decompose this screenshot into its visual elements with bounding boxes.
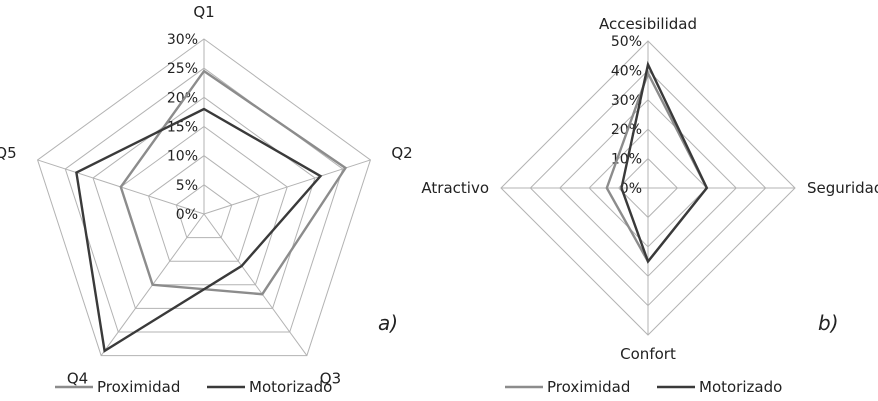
series-line-motorizado [620,60,709,264]
grid-ring [64,67,344,333]
tick-label: 5% [176,178,198,194]
legend-label: Proximidad [97,378,180,396]
legend-label: Motorizado [249,378,332,396]
axis-label: Confort [620,345,676,363]
axis-label: Q3 [320,369,341,387]
grid-ring [147,155,261,262]
axis-label: Q5 [0,144,17,162]
panel-label: a) [378,311,398,335]
grid-spoke [203,213,308,356]
radar-chart-a: 0% 5% 10% 15% 20% 25% 30% Q1 Q2 Q3 Q4 Q5 Proximidad M… [0,3,413,396]
tick-label: 20% [167,90,198,106]
radar-chart-b: 0%10%20%30%40%50%AccesibilidadSeguridadC… [421,15,878,396]
tick-label: 25% [167,61,198,77]
grid-spoke [203,159,371,215]
tick-label: 30% [167,32,198,48]
series-line-motorizado [75,107,323,353]
axis-label: Seguridad [807,179,878,197]
series-line-proximidad [119,69,348,296]
legend-label: Proximidad [547,378,630,396]
tick-label: 0% [176,207,198,223]
tick-label: 50% [611,34,642,50]
tick-label: 15% [167,120,198,136]
grid-ring [36,38,372,357]
grid-ring [92,96,316,309]
tick-label: 30% [611,93,642,109]
grid-ring [175,184,233,239]
legend-label: Motorizado [699,378,782,396]
tick-label: 0% [620,181,642,197]
axis-label: Q2 [391,144,412,162]
grid-ring [120,125,288,286]
tick-label: 40% [611,63,642,79]
panel-label: b) [818,311,839,335]
axis-label: Atractivo [421,179,489,197]
tick-label: 10% [167,149,198,165]
axis-label: Q4 [67,369,88,387]
axis-label: Q1 [193,3,214,21]
axis-label: Accesibilidad [599,15,697,33]
